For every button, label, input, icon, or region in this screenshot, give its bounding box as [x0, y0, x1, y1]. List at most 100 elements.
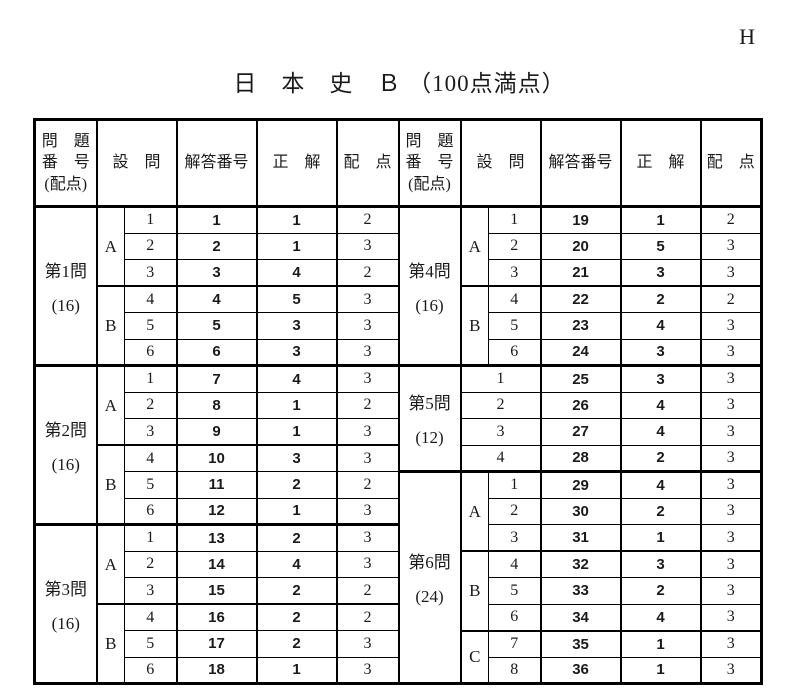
correct-answer-cell: 3	[255, 444, 338, 472]
question-number-cell: 1	[488, 206, 542, 234]
answer-number-cell: 16	[175, 603, 258, 631]
answer-number-cell: 20	[539, 232, 622, 260]
points-cell: 3	[335, 418, 400, 446]
group-label-cell: A	[459, 206, 490, 287]
group-label-cell: B	[95, 285, 125, 366]
answer-number-cell: 30	[539, 497, 622, 525]
answer-number-cell: 1	[175, 206, 258, 234]
points-cell: 3	[335, 364, 400, 393]
answer-key-table: 問 題 番 号 (配点) 設 問 解答番号 正 解 配 点 問 題 番 号 (配…	[33, 118, 764, 685]
question-number-cell: 2	[459, 391, 542, 419]
answer-number-cell: 11	[175, 471, 258, 499]
problem-points: (16)	[51, 454, 80, 474]
correct-answer-cell: 1	[255, 497, 338, 525]
answer-number-cell: 13	[175, 523, 258, 552]
question-number-cell: 5	[488, 312, 542, 340]
points-cell: 2	[335, 577, 400, 605]
points-cell: 3	[699, 603, 763, 631]
correct-answer-cell: 1	[255, 232, 338, 260]
points-cell: 3	[699, 550, 763, 578]
col-header-problem-line: 番 号	[405, 154, 454, 172]
question-number-cell: 1	[459, 364, 542, 393]
answer-number-cell: 32	[539, 550, 622, 578]
points-cell: 3	[335, 444, 400, 472]
question-number-cell: 3	[488, 259, 542, 287]
answer-number-cell: 27	[539, 418, 622, 446]
problem-points: (16)	[415, 295, 444, 315]
question-number-cell: 3	[488, 524, 542, 552]
answer-number-cell: 33	[539, 577, 622, 605]
answer-number-cell: 17	[175, 630, 258, 658]
correct-answer-cell: 4	[619, 603, 702, 631]
answer-number-cell: 21	[539, 259, 622, 287]
col-header-points-left: 配 点	[335, 119, 400, 208]
correct-answer-cell: 2	[619, 497, 702, 525]
points-cell: 3	[699, 629, 763, 658]
header-row: 問 題 番 号 (配点) 設 問 解答番号 正 解 配 点 問 題 番 号 (配…	[34, 119, 763, 208]
points-cell: 3	[699, 312, 763, 340]
group-label-cell: B	[95, 444, 125, 525]
points-cell: 3	[335, 285, 400, 313]
question-number-cell: 3	[123, 418, 178, 446]
col-header-answer-number-right: 解答番号	[539, 119, 622, 208]
question-number-cell: 1	[123, 206, 178, 234]
problem-cell: 第6問 (24)	[397, 470, 462, 684]
table-row: 5 17 2 3 C 7 35 1 3	[35, 629, 763, 684]
correct-answer-cell: 4	[619, 312, 702, 340]
col-header-question-left: 設 問	[95, 119, 178, 208]
question-number-cell: 6	[123, 338, 178, 366]
points-cell: 3	[335, 338, 400, 366]
correct-answer-cell: 4	[619, 470, 702, 499]
correct-answer-cell: 3	[619, 259, 702, 287]
group-label-cell: B	[459, 285, 490, 366]
points-cell: 3	[699, 444, 763, 472]
problem-points: (24)	[415, 587, 444, 606]
question-number-cell: 2	[488, 497, 542, 525]
correct-answer-cell: 4	[619, 391, 702, 419]
answer-number-cell: 28	[539, 444, 622, 472]
question-number-cell: 2	[488, 232, 542, 260]
answer-number-cell: 26	[539, 391, 622, 419]
question-number-cell: 7	[488, 629, 542, 658]
table-row: 3 9 1 3 3 27 4 3	[35, 418, 763, 446]
question-number-cell: 5	[123, 471, 178, 499]
answer-number-cell: 36	[539, 656, 622, 684]
correct-answer-cell: 1	[255, 206, 338, 234]
col-header-correct-left: 正 解	[255, 119, 338, 208]
question-number-cell: 6	[123, 497, 178, 525]
answer-number-cell: 2	[175, 232, 258, 260]
problem-points: (16)	[51, 295, 80, 315]
table-row: B 4 4 5 3 B 4 22 2 2	[35, 285, 763, 366]
question-number-cell: 4	[488, 550, 542, 578]
answer-number-cell: 14	[175, 550, 258, 578]
problem-points: (16)	[51, 613, 80, 633]
answer-number-cell: 24	[539, 338, 622, 366]
correct-answer-cell: 3	[619, 550, 702, 578]
answer-number-cell: 7	[175, 364, 258, 393]
col-header-problem-line: (配点)	[44, 175, 88, 193]
question-number-cell: 4	[123, 285, 178, 313]
correct-answer-cell: 2	[619, 444, 702, 472]
table-row: 2 14 4 3 B 4 32 3 3	[35, 550, 763, 631]
correct-answer-cell: 1	[619, 524, 702, 552]
answer-number-cell: 29	[539, 470, 622, 499]
points-cell: 2	[699, 206, 763, 234]
problem-cell: 第1問 (16)	[34, 206, 97, 366]
answer-number-cell: 22	[539, 285, 622, 313]
correct-answer-cell: 3	[619, 364, 702, 393]
question-number-cell: 5	[123, 630, 178, 658]
answer-number-cell: 31	[539, 524, 622, 552]
points-cell: 3	[699, 338, 763, 366]
answer-number-cell: 6	[175, 338, 258, 366]
question-number-cell: 5	[123, 312, 178, 340]
points-cell: 3	[335, 550, 400, 578]
correct-answer-cell: 2	[255, 523, 338, 552]
answer-number-cell: 15	[175, 577, 258, 605]
points-cell: 3	[699, 524, 763, 552]
group-label-cell: A	[95, 523, 125, 605]
question-number-cell: 1	[123, 364, 178, 393]
group-label-cell: A	[459, 470, 490, 552]
points-cell: 3	[699, 391, 763, 419]
points-cell: 3	[699, 418, 763, 446]
points-cell: 3	[335, 523, 400, 552]
